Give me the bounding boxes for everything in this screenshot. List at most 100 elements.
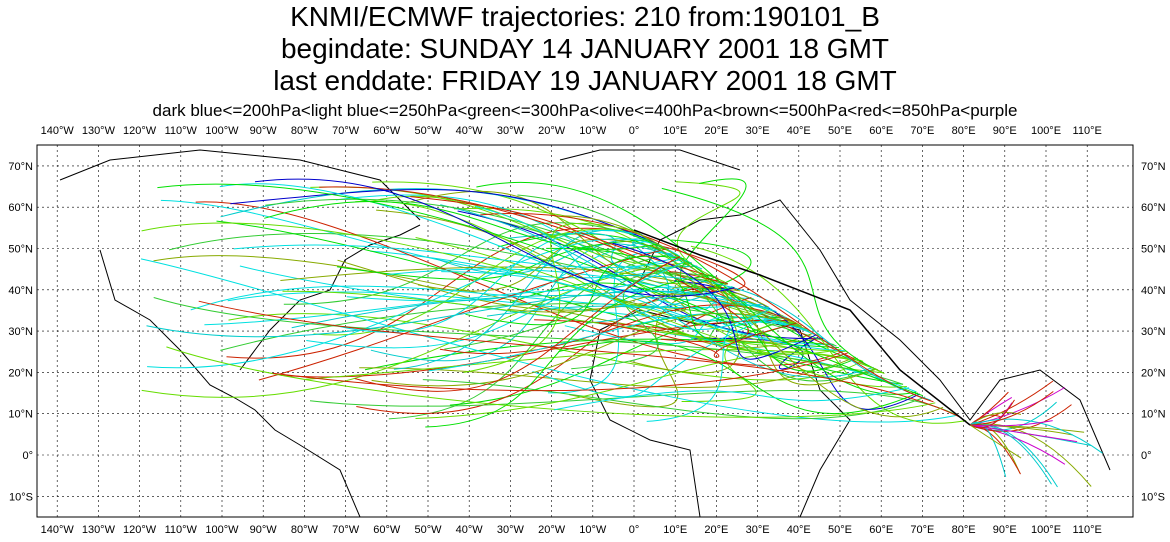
trajectory xyxy=(359,356,856,388)
lon-label: 30°E xyxy=(746,125,770,137)
legend: dark blue<=200hPa<light blue<=250hPa<gre… xyxy=(153,101,1018,120)
lat-label: 0° xyxy=(22,450,33,462)
lon-label: 50°E xyxy=(828,524,852,536)
trajectory xyxy=(283,222,654,305)
trajectory xyxy=(166,346,936,418)
trajectory xyxy=(415,352,885,419)
lat-label: 20°N xyxy=(1141,367,1166,379)
trajectory xyxy=(216,220,903,385)
lon-label: 70°E xyxy=(910,524,934,536)
lat-label: 60°N xyxy=(1141,202,1166,214)
lon-label: 10°W xyxy=(579,524,607,536)
trajectory xyxy=(233,244,685,269)
lat-label: 60°N xyxy=(8,202,33,214)
enddate: last enddate: FRIDAY 19 JANUARY 2001 18 … xyxy=(273,65,897,96)
lon-label: 80°W xyxy=(291,524,319,536)
title: KNMI/ECMWF trajectories: 210 from:190101… xyxy=(290,1,880,32)
lon-label: 90°W xyxy=(250,524,278,536)
lon-label: 120°W xyxy=(123,125,157,137)
lon-label: 10°E xyxy=(663,125,687,137)
trajectory xyxy=(272,352,849,392)
trajectory xyxy=(679,178,747,290)
lon-label: 20°E xyxy=(704,524,728,536)
trajectory xyxy=(332,229,643,333)
lat-label: 50°N xyxy=(1141,244,1166,256)
lon-label: 60°W xyxy=(373,524,401,536)
trajectory xyxy=(507,293,797,324)
trajectory xyxy=(661,187,884,374)
lon-label: 20°W xyxy=(538,125,566,137)
trajectory xyxy=(219,183,845,352)
trajectory xyxy=(969,399,1015,429)
trajectory xyxy=(969,421,1007,478)
trajectory xyxy=(571,262,693,370)
lat-label: 50°N xyxy=(8,244,33,256)
trajectory xyxy=(486,286,733,317)
trajectory xyxy=(291,294,770,329)
lat-label: 10°S xyxy=(9,491,33,503)
trajectory xyxy=(415,237,884,374)
lon-label: 120°W xyxy=(123,524,157,536)
trajectory xyxy=(198,300,962,419)
trajectory xyxy=(660,271,749,343)
trajectory xyxy=(264,200,659,250)
coast xyxy=(639,199,1111,471)
lat-label: 70°N xyxy=(1141,161,1166,173)
trajectory xyxy=(646,321,809,422)
trajectory xyxy=(410,196,719,279)
trajectory xyxy=(969,404,1072,432)
lon-label: 10°E xyxy=(663,524,687,536)
lon-label: 110°E xyxy=(1073,125,1102,137)
lon-label: 40°E xyxy=(787,524,811,536)
coast xyxy=(559,149,741,171)
lon-label: 0° xyxy=(629,524,640,536)
lon-label: 30°W xyxy=(497,524,525,536)
trajectory xyxy=(228,313,863,381)
coast xyxy=(589,329,701,518)
lon-label: 100°W xyxy=(205,524,239,536)
lon-label: 140°W xyxy=(41,125,75,137)
coast xyxy=(99,249,361,518)
trajectory xyxy=(969,420,1053,427)
trajectory xyxy=(569,282,727,408)
trajectory xyxy=(195,201,845,366)
lat-label: 30°N xyxy=(8,326,33,338)
release-line xyxy=(633,229,971,426)
lat-label: 20°N xyxy=(8,367,33,379)
trajectory xyxy=(140,258,958,423)
lon-label: 90°E xyxy=(993,524,1017,536)
trajectory xyxy=(612,242,817,360)
trajectory xyxy=(157,183,924,397)
trajectory xyxy=(467,212,729,285)
trajectory xyxy=(313,228,641,336)
lon-label: 70°W xyxy=(332,125,360,137)
trajectory xyxy=(675,181,741,283)
lon-label: 20°W xyxy=(538,524,566,536)
lat-label: 10°S xyxy=(1141,491,1165,503)
trajectory xyxy=(480,213,934,403)
trajectory xyxy=(147,238,680,369)
lon-label: 130°W xyxy=(82,524,116,536)
trajectory xyxy=(585,241,692,324)
trajectory xyxy=(220,303,837,351)
trajectory xyxy=(254,178,735,297)
trajectory xyxy=(319,186,881,372)
lon-label: 40°W xyxy=(456,125,484,137)
lon-label: 60°E xyxy=(869,524,893,536)
trajectory xyxy=(969,424,1078,443)
trajectory xyxy=(601,274,931,401)
trajectory xyxy=(227,291,792,323)
trajectory xyxy=(190,285,764,311)
trajectory xyxy=(280,319,793,378)
lon-label: 80°W xyxy=(291,125,319,137)
lon-label: 20°E xyxy=(704,125,728,137)
lon-label: 100°E xyxy=(1031,125,1061,137)
lon-label: 100°W xyxy=(205,125,239,137)
trajectory xyxy=(474,205,688,288)
lat-label: 40°N xyxy=(1141,285,1166,297)
lon-label: 110°W xyxy=(165,524,198,536)
lon-label: 10°W xyxy=(579,125,607,137)
lon-label: 110°E xyxy=(1073,524,1102,536)
trajectory xyxy=(969,424,1022,459)
